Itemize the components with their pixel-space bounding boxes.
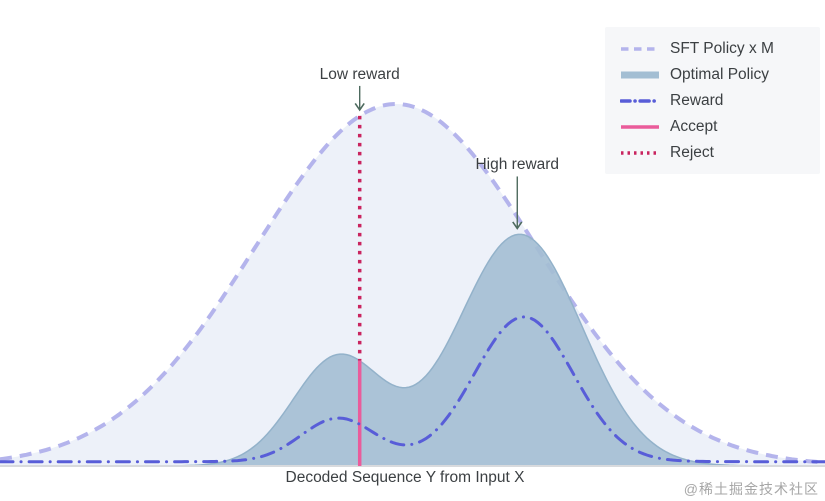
watermark: @稀土掘金技术社区 <box>683 481 819 497</box>
legend-swatch <box>621 46 659 51</box>
sft-policy-area <box>0 104 825 466</box>
annotation-arrowhead <box>512 221 523 230</box>
legend-swatch <box>620 98 660 103</box>
legend-item-accept: Accept <box>620 117 810 136</box>
x-axis-label: Decoded Sequence Y from Input X <box>285 469 525 486</box>
legend-item-sft-policy-x-m: SFT Policy x M <box>620 39 810 58</box>
legend-item-reject: Reject <box>620 143 810 162</box>
legend: SFT Policy x M Optimal Policy Reward Accept… <box>605 27 820 174</box>
legend-label: Reject <box>670 143 714 161</box>
legend-swatch <box>621 71 659 78</box>
annotation-high-reward: High reward <box>475 156 560 174</box>
legend-label: Optimal Policy <box>670 65 770 83</box>
legend-label: Reward <box>670 91 724 109</box>
legend-item-optimal-policy: Optimal Policy <box>620 65 810 84</box>
legend-swatch <box>621 124 659 129</box>
reward-curve <box>0 315 825 464</box>
annotation-arrowhead <box>354 102 365 112</box>
legend-label: Accept <box>670 117 718 135</box>
annotation-low-reward: Low reward <box>319 65 400 83</box>
optimal-policy-area <box>0 234 825 466</box>
sft-policy-curve <box>0 101 825 465</box>
legend-swatch <box>621 150 659 155</box>
legend-label: SFT Policy x M <box>670 39 774 57</box>
legend-item-reward: Reward <box>620 91 810 110</box>
